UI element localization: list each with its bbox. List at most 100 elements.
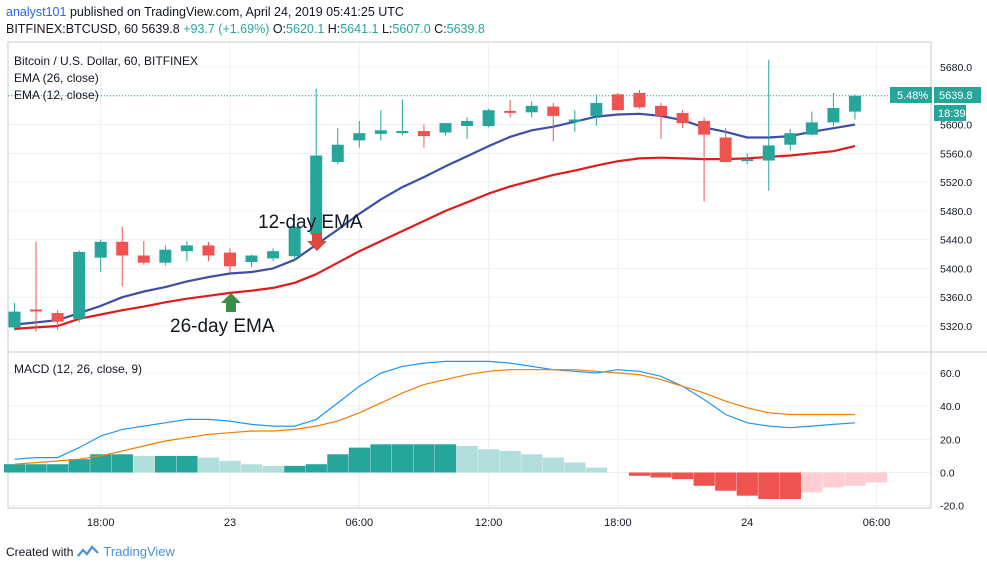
signal-line xyxy=(14,369,855,465)
high-value: 5641.1 xyxy=(340,22,379,36)
close-value: 5639.8 xyxy=(446,22,485,36)
candle-body xyxy=(655,105,667,116)
macd-histogram-bar xyxy=(90,454,112,473)
candle-body xyxy=(633,92,646,108)
candle xyxy=(331,128,344,165)
symbol-label: BITFINEX:BTCUSD, 60 xyxy=(6,22,138,36)
macd-histogram-bar xyxy=(628,472,651,476)
price-axis-label: 5320.0 xyxy=(940,321,972,333)
macd-histogram-bar xyxy=(521,454,543,473)
grid-lines xyxy=(8,42,931,508)
candle-body xyxy=(202,245,215,256)
candle xyxy=(116,226,129,287)
low-label: L: xyxy=(381,22,393,36)
macd-axis-label: 20.0 xyxy=(940,434,961,446)
macd-histogram-bar xyxy=(305,464,327,473)
macd-histogram-bar xyxy=(715,472,737,491)
macd-panel xyxy=(4,360,888,500)
macd-histogram-bar xyxy=(564,462,586,473)
candle xyxy=(417,124,430,148)
time-axis-label: 12:00 xyxy=(475,517,503,529)
macd-histogram-bar xyxy=(219,460,241,473)
candle-body xyxy=(116,241,129,256)
publish-line: analyst101 published on TradingView.com,… xyxy=(6,4,485,21)
ema12-line xyxy=(14,145,856,330)
macd-histogram-bar xyxy=(197,457,220,473)
down-arrow-icon xyxy=(307,233,327,251)
macd-histogram-bar xyxy=(4,464,26,473)
macd-histogram-bar xyxy=(241,464,263,473)
candle xyxy=(73,250,86,323)
candle-body xyxy=(827,108,840,123)
candle-body xyxy=(245,255,258,262)
candle xyxy=(611,92,624,111)
time-axis-label: 18:00 xyxy=(604,517,632,529)
candle-body xyxy=(224,252,236,267)
open-value: 5620.1 xyxy=(286,22,325,36)
ema26-annotation: 26-day EMA xyxy=(170,316,275,337)
chart-header: analyst101 published on TradingView.com,… xyxy=(6,4,485,38)
macd-histogram-bar xyxy=(478,449,500,473)
candle xyxy=(137,241,150,265)
candle-body xyxy=(482,110,495,126)
macd-histogram-bar xyxy=(133,455,155,473)
candle xyxy=(288,226,301,262)
timer-badge-text: 18:39 xyxy=(938,108,966,120)
chart-frame xyxy=(7,41,987,509)
candle-body xyxy=(439,123,452,133)
candle-body xyxy=(180,245,193,252)
plot-border xyxy=(7,41,932,509)
candle xyxy=(741,153,754,165)
ema-lines xyxy=(14,112,856,330)
macd-axis-label: -20.0 xyxy=(940,501,964,513)
macd-histogram-bar xyxy=(801,472,823,493)
price-badge-text: 5639.8 xyxy=(939,90,973,102)
candle xyxy=(461,117,474,139)
candle xyxy=(396,99,409,136)
candle-body xyxy=(719,137,732,162)
legend-ema12: EMA (12, close) xyxy=(14,88,99,102)
price-badges: 5.48% 5639.8 18:39 xyxy=(890,87,981,121)
macd-histogram-bar xyxy=(154,455,177,473)
time-axis-label: 18:00 xyxy=(87,517,115,529)
candle-body xyxy=(504,110,517,113)
macd-histogram-bar xyxy=(262,465,284,473)
macd-histogram-bar xyxy=(327,454,349,473)
macd-histogram-bar xyxy=(111,454,133,473)
open-label: O: xyxy=(272,22,287,36)
candle-body xyxy=(762,145,775,161)
macd-histogram-bar xyxy=(348,447,370,473)
macd-axis-label: 0.0 xyxy=(940,468,955,480)
legend: Bitcoin / U.S. Dollar, 60, BITFINEX EMA … xyxy=(14,54,198,376)
macd-histogram-bar xyxy=(435,444,457,473)
candle-body xyxy=(525,105,538,113)
candle-body xyxy=(137,255,150,263)
macd-histogram-bar xyxy=(391,444,414,473)
price-axis-label: 5600.0 xyxy=(940,120,972,132)
candle-body xyxy=(568,119,581,122)
candle-body xyxy=(461,120,474,126)
candle-body xyxy=(396,131,409,134)
candle-body xyxy=(698,120,711,135)
legend-macd: MACD (12, 26, close, 9) xyxy=(14,362,142,376)
low-value: 5607.0 xyxy=(392,22,431,36)
candle xyxy=(159,245,172,266)
candle-body xyxy=(805,122,818,135)
tradingview-link[interactable]: TradingView xyxy=(103,544,175,559)
macd-histogram-bar xyxy=(736,472,758,496)
candle xyxy=(51,310,64,330)
author-link[interactable]: analyst101 xyxy=(6,5,67,19)
candle xyxy=(8,302,21,331)
macd-histogram-bar xyxy=(822,472,845,488)
candle xyxy=(784,128,797,151)
macd-line xyxy=(14,360,856,460)
candle xyxy=(719,128,732,162)
price-axis-label: 5400.0 xyxy=(940,263,972,275)
candle xyxy=(245,254,258,268)
up-arrow-icon xyxy=(221,293,241,312)
price-axis-label: 5560.0 xyxy=(940,148,972,160)
candle xyxy=(30,241,43,332)
time-axis-label: 06:00 xyxy=(863,517,891,529)
candle-body xyxy=(94,241,107,258)
